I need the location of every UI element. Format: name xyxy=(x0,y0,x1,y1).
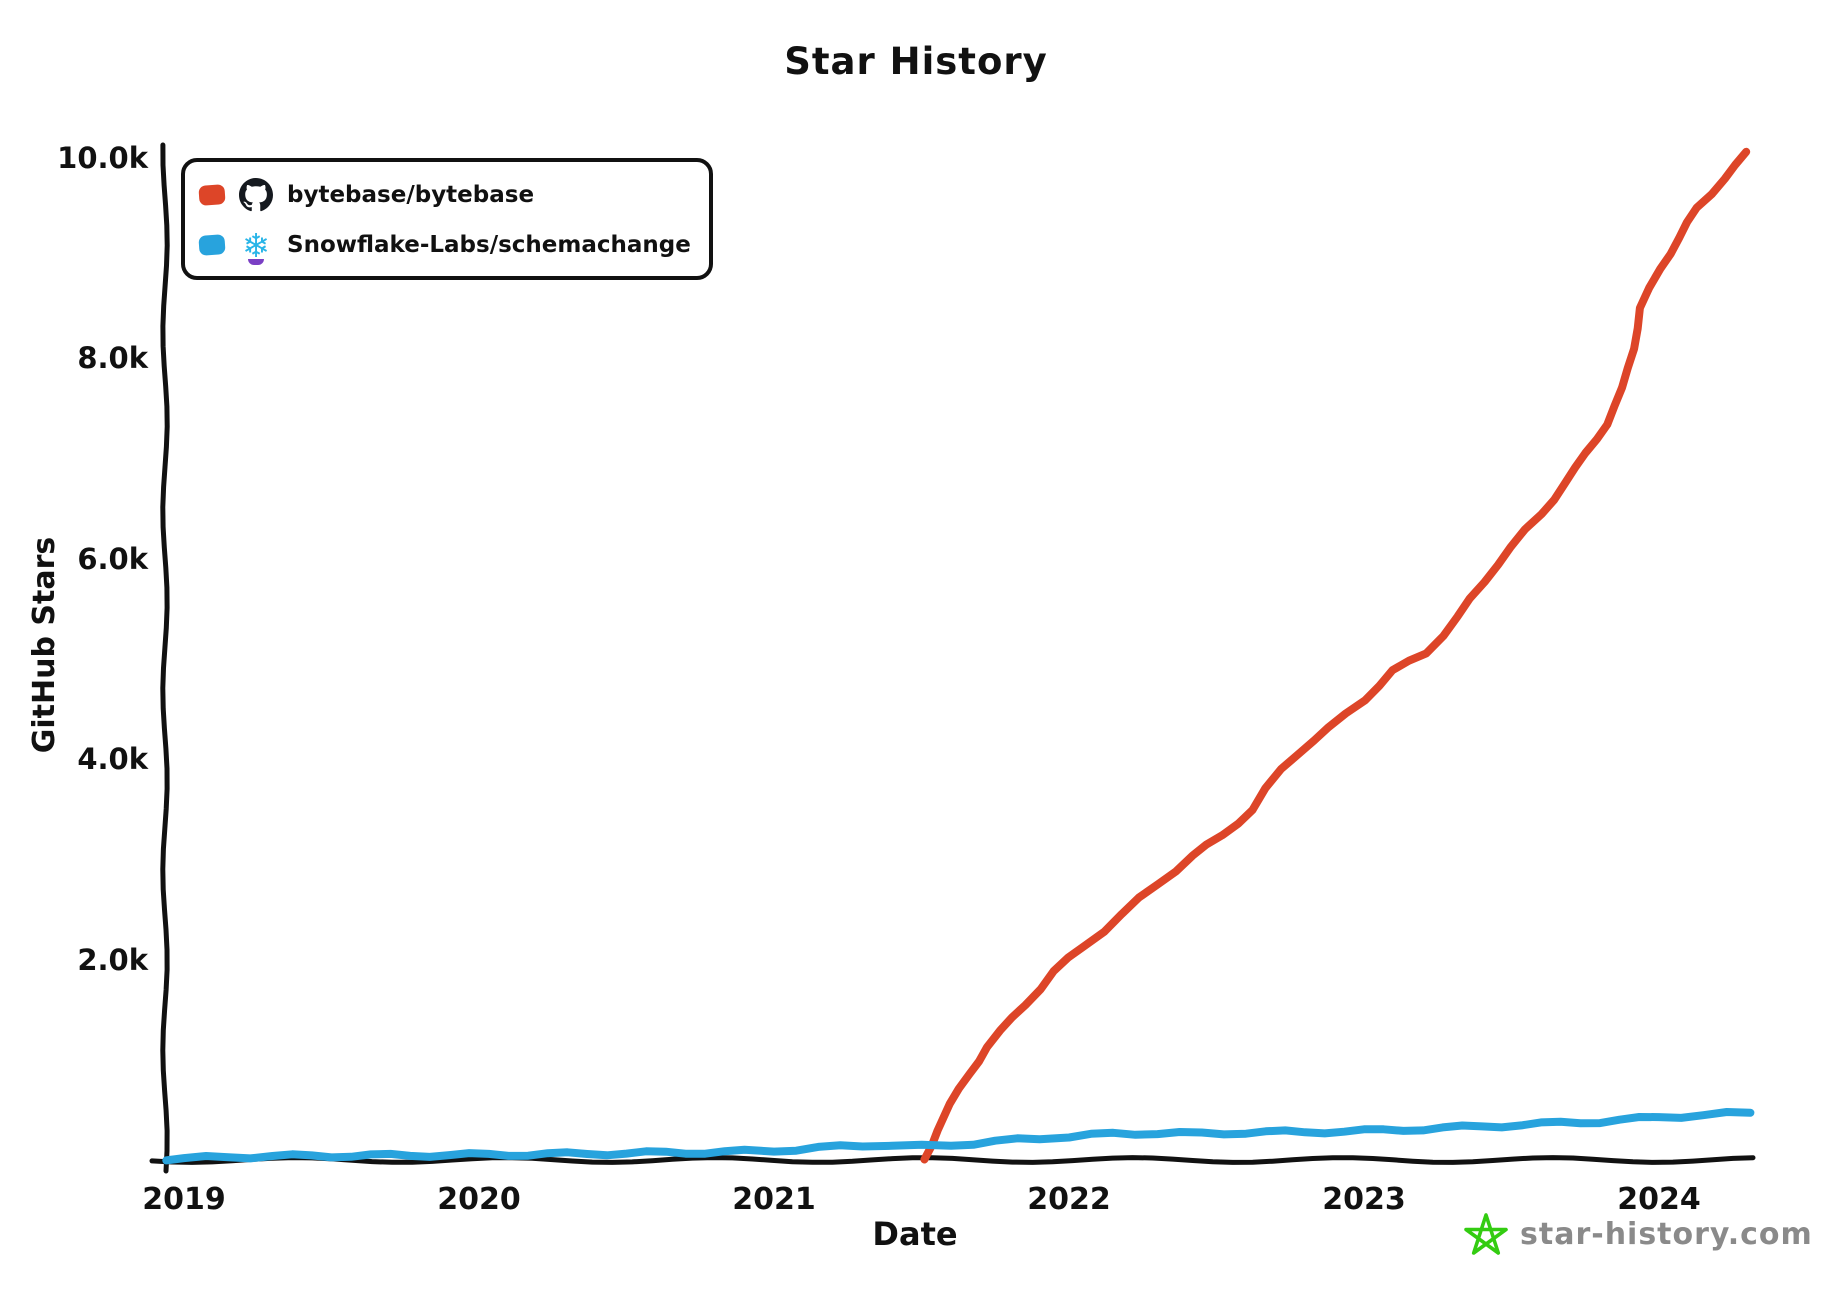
chart-title: Star History xyxy=(784,40,1048,83)
x-tick-2024: 2024 xyxy=(1617,1182,1701,1217)
x-axis-line xyxy=(149,1155,1756,1165)
x-tick-2023: 2023 xyxy=(1322,1182,1406,1217)
legend-item-schemachange: ❄ Snowflake-Labs/schemachange xyxy=(198,224,697,266)
x-axis-label: Date xyxy=(872,1215,958,1253)
series-line-bytebase xyxy=(920,147,1751,1164)
legend-label-bytebase: bytebase/bytebase xyxy=(287,182,535,208)
x-tick-2020: 2020 xyxy=(437,1182,521,1217)
y-tick-2k: 2.0k xyxy=(77,942,148,977)
x-tick-2019: 2019 xyxy=(142,1182,226,1217)
star-logo-icon xyxy=(1464,1213,1508,1255)
x-tick-2022: 2022 xyxy=(1027,1182,1111,1217)
y-tick-4k: 4.0k xyxy=(77,742,148,777)
y-tick-6k: 6.0k xyxy=(77,541,148,576)
watermark[interactable]: star-history.com xyxy=(1462,1210,1813,1258)
y-tick-8k: 8.0k xyxy=(77,341,148,376)
legend: bytebase/bytebase ❄ Snowflake-Labs/schem… xyxy=(181,158,713,280)
legend-item-bytebase: bytebase/bytebase xyxy=(198,174,697,216)
series-marker-red xyxy=(198,184,226,206)
legend-label-schemachange: Snowflake-Labs/schemachange xyxy=(287,232,691,258)
snowflake-glyph: ❄ xyxy=(242,225,270,265)
snowflake-icon: ❄ xyxy=(238,225,274,265)
github-octocat-icon xyxy=(238,177,274,213)
y-axis-line xyxy=(160,142,170,1174)
x-tick-2021: 2021 xyxy=(732,1182,816,1217)
snowflake-accent xyxy=(248,259,264,265)
y-tick-10k: 10.0k xyxy=(57,141,148,175)
series-line-schemachange xyxy=(162,1108,1755,1165)
series-marker-blue xyxy=(198,234,226,256)
watermark-text[interactable]: star-history.com xyxy=(1520,1216,1813,1252)
